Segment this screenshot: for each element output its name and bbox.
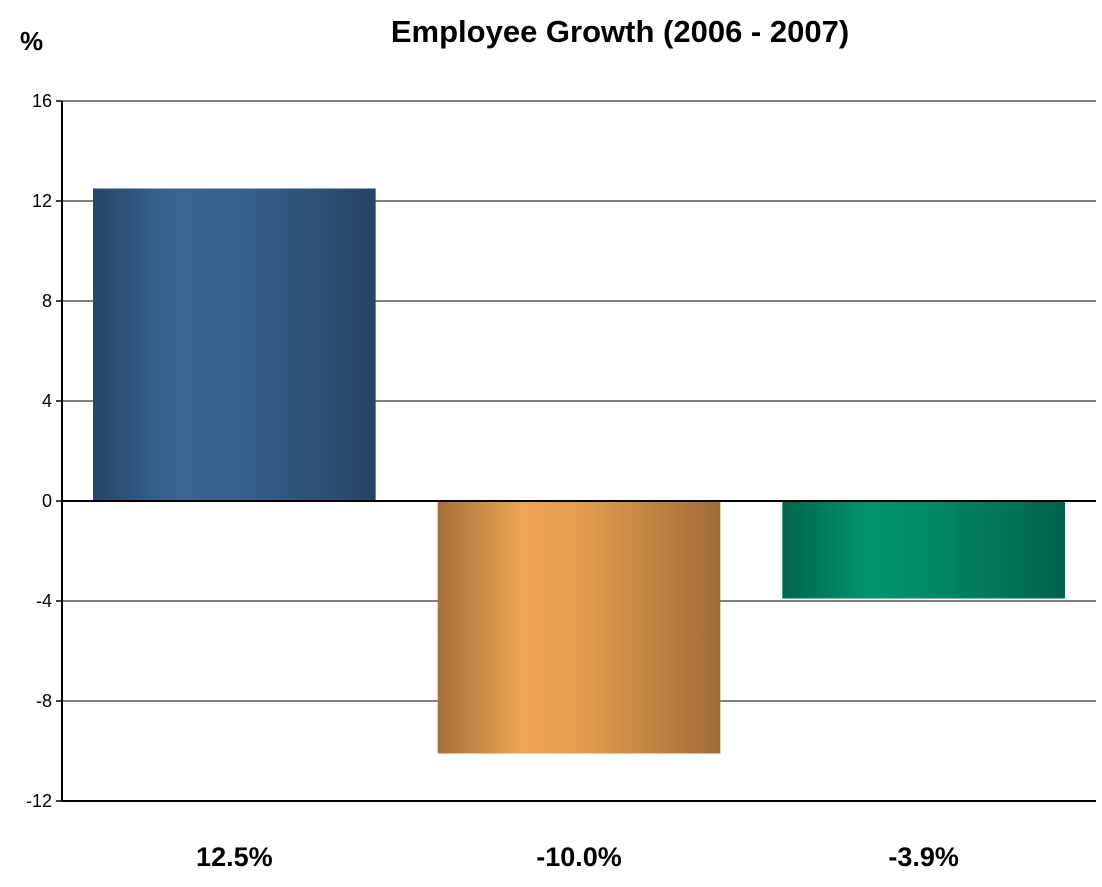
y-tick-label: 16 xyxy=(32,91,52,111)
y-tick-label: -4 xyxy=(36,591,52,611)
y-tick-label: 12 xyxy=(32,191,52,211)
y-axis-label: % xyxy=(20,26,44,56)
labels: 12.5% -10.0% -3.9% xyxy=(196,842,959,872)
y-tick-label: -12 xyxy=(26,791,52,811)
bar xyxy=(782,501,1065,599)
y-tick-label: 4 xyxy=(42,391,52,411)
chart-title: Employee Growth (2006 - 2007) xyxy=(390,14,850,49)
y-tick-label: 8 xyxy=(42,291,52,311)
axes: 16 12 8 4 0 -4 -8 -12 xyxy=(26,91,1096,811)
category-label: 12.5% xyxy=(196,842,273,872)
bars xyxy=(93,188,1065,754)
category-label: -10.0% xyxy=(536,842,622,872)
y-tick-label: -8 xyxy=(36,691,52,711)
category-label: -3.9% xyxy=(888,842,959,872)
bar xyxy=(437,501,721,754)
y-tick-label: 0 xyxy=(42,491,52,511)
bar xyxy=(93,188,376,501)
